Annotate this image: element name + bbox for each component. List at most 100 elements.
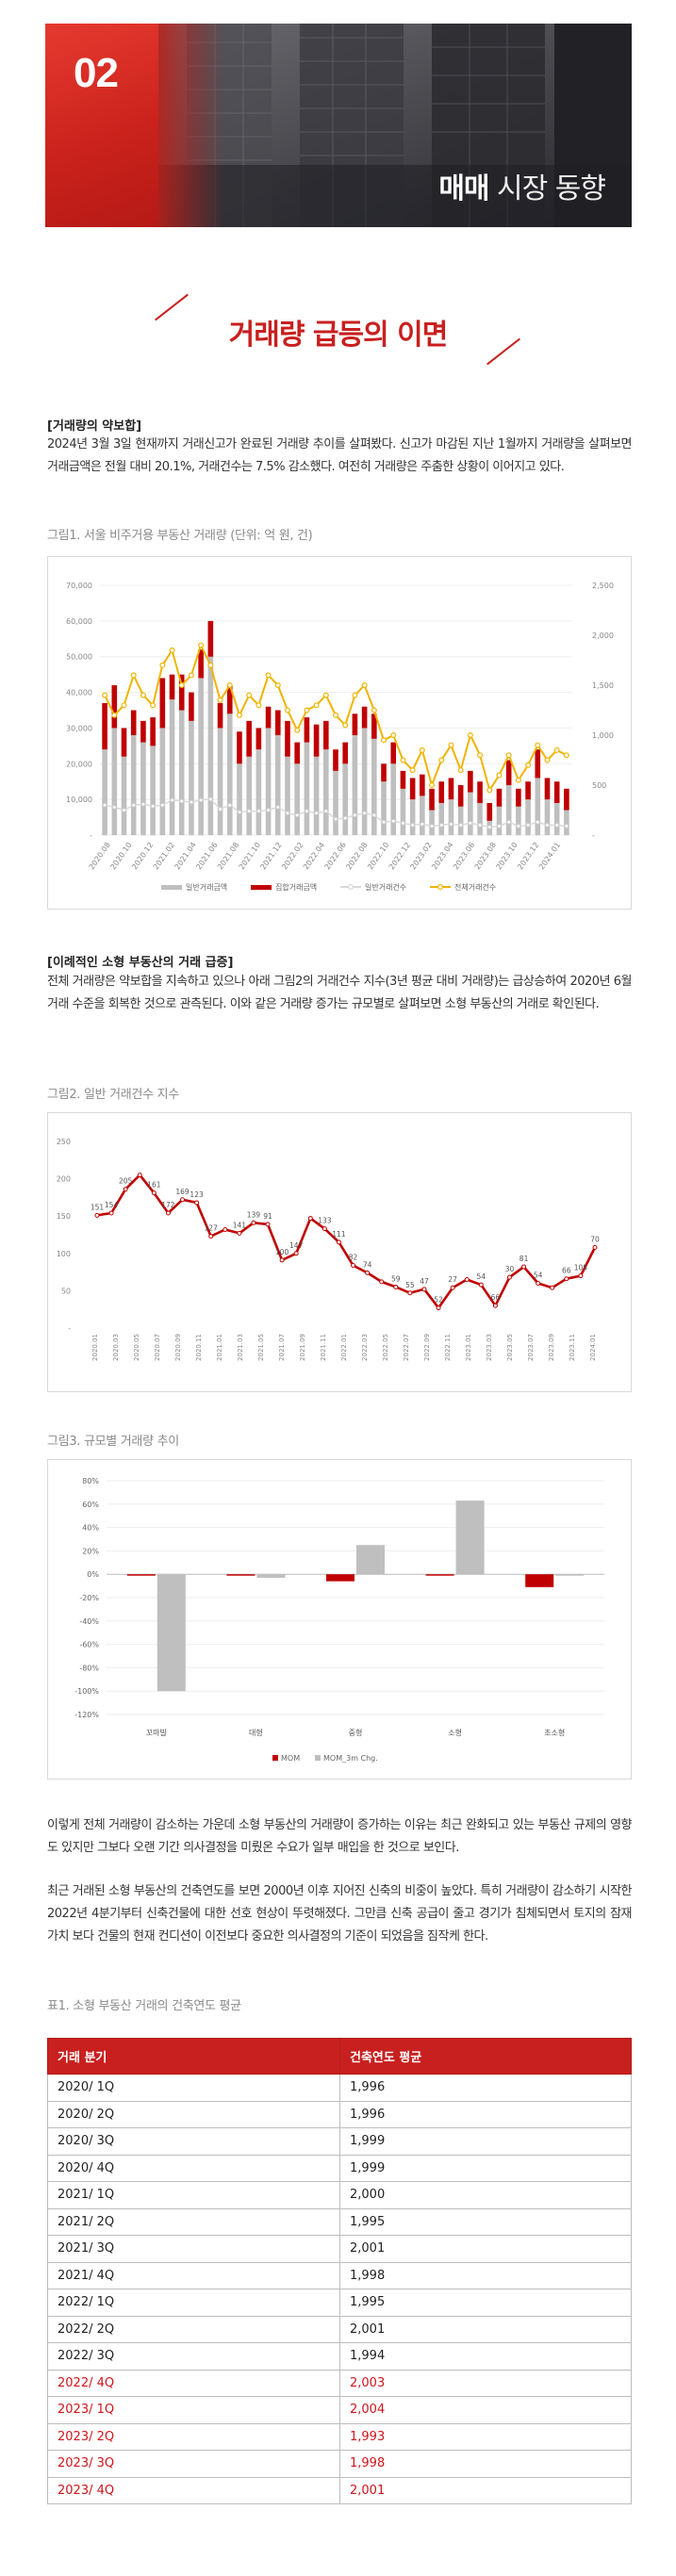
bar-general-amount xyxy=(285,756,290,835)
y-tick-label: 150 xyxy=(57,1212,71,1221)
para2-body: 전체 거래량은 약보합을 지속하고 있으나 아래 그림2의 거래건수 지수(3년… xyxy=(47,975,633,1011)
legend-label: 전체거래건수 xyxy=(454,882,496,892)
x-tick-label: 2020.11 xyxy=(195,1334,203,1361)
bar-mom xyxy=(226,1574,256,1576)
y-tick-label: - xyxy=(68,1324,71,1333)
table-row: 2021/ 2Q 1,995 xyxy=(47,2207,632,2236)
point-total-count xyxy=(169,647,175,653)
y-right-tick-label: - xyxy=(592,831,595,840)
index-point xyxy=(94,1212,100,1218)
cell-avg-year: 1,999 xyxy=(339,2127,632,2156)
point-general-count xyxy=(170,797,174,803)
x-tick-label: 2023.09 xyxy=(548,1334,555,1361)
data-label: 27 xyxy=(448,1275,457,1284)
bar-collective-amount xyxy=(256,728,262,750)
point-total-count xyxy=(352,692,358,698)
bar-general-amount xyxy=(390,763,397,835)
point-general-count xyxy=(362,811,367,815)
figure1-label: 그림1. 서울 비주거용 부동산 거래량 (단위: 억 원, 건) xyxy=(47,529,313,543)
bar-collective-amount xyxy=(544,778,551,800)
point-general-count xyxy=(294,812,300,818)
point-general-count xyxy=(131,802,137,808)
point-total-count xyxy=(371,707,377,714)
point-total-count xyxy=(274,682,281,689)
point-general-count xyxy=(208,796,213,802)
point-general-count xyxy=(246,809,252,813)
point-general-count xyxy=(179,798,185,804)
x-tick-label: 2021.09 xyxy=(299,1334,306,1361)
bar-collective-amount xyxy=(322,720,329,750)
point-total-count xyxy=(246,692,253,698)
x-tick-label: 2021.05 xyxy=(257,1334,265,1361)
index-point xyxy=(307,1216,313,1222)
bar-general-amount xyxy=(304,742,310,835)
index-point xyxy=(592,1244,598,1250)
cell-quarter: 2022/ 4Q xyxy=(47,2369,340,2397)
table-row: 2020/ 1Q 1,996 xyxy=(47,2074,632,2102)
bar-collective-amount xyxy=(371,714,377,739)
y-left-tick-label: - xyxy=(90,831,92,840)
point-total-count xyxy=(390,732,397,739)
section-number: 02 xyxy=(74,50,119,96)
y-tick-label: -40% xyxy=(79,1617,99,1626)
bar-general-amount xyxy=(381,781,387,835)
bar-general-amount xyxy=(468,792,473,835)
point-total-count xyxy=(467,732,473,739)
para1-body: 2024년 3월 3일 현재까지 거래신고가 완료된 거래량 추이를 살펴봤다.… xyxy=(47,437,633,474)
figure2-chart: 250 200 150 100 50 - 151 154 205 161 172 169 123 127 1… xyxy=(47,1112,632,1392)
data-label: 100 xyxy=(275,1248,289,1256)
x-tick-label: 2023.07 xyxy=(527,1334,535,1361)
section-title: 거래량 급등의 이면 xyxy=(228,319,449,352)
bar-collective-amount xyxy=(553,781,560,803)
data-label: 154 xyxy=(105,1201,119,1209)
bar-collective-amount xyxy=(102,702,107,750)
point-total-count xyxy=(429,782,436,789)
bar-collective-amount xyxy=(429,788,435,811)
point-general-count xyxy=(285,811,290,815)
bar-general-amount xyxy=(140,742,146,835)
bar-general-amount xyxy=(516,806,521,835)
index-point xyxy=(265,1222,271,1227)
table-row: 2021/ 3Q 2,001 xyxy=(47,2235,632,2263)
bar-collective-amount xyxy=(130,710,137,735)
table-row: 2023/ 4Q 2,001 xyxy=(47,2476,632,2504)
index-point xyxy=(194,1200,200,1206)
table-header-row: 거래 분기 건축연도 평균 xyxy=(47,2038,632,2075)
point-general-count xyxy=(497,824,502,829)
data-label: 111 xyxy=(332,1230,346,1239)
bar-general-amount xyxy=(429,810,435,835)
legend-swatch xyxy=(251,885,272,890)
point-total-count xyxy=(111,712,118,718)
bar-collective-amount xyxy=(352,714,358,735)
y-tick-label: 40% xyxy=(82,1524,99,1533)
bar-general-amount xyxy=(265,728,272,835)
point-total-count xyxy=(544,757,551,763)
point-general-count xyxy=(198,797,204,803)
bar-general-amount xyxy=(505,785,512,835)
legend-label: 일반거래건수 xyxy=(365,882,406,892)
figure1-svg: 70,000 60,000 50,000 40,000 30,000 20,000 10,0… xyxy=(66,582,614,892)
data-label: 74 xyxy=(363,1260,372,1269)
table-row: 2022/ 4Q 2,003 xyxy=(47,2369,632,2397)
category-label: 소형 xyxy=(448,1729,462,1737)
index-point xyxy=(137,1173,142,1178)
bar-general-amount xyxy=(333,770,338,835)
y-left-tick-label: 70,000 xyxy=(66,582,92,590)
point-total-count xyxy=(505,752,512,759)
point-general-count xyxy=(122,808,126,812)
table-row: 2020/ 2Q 1,996 xyxy=(47,2100,632,2128)
data-label: 141 xyxy=(233,1221,247,1229)
bar-mom xyxy=(525,1574,554,1587)
point-total-count xyxy=(342,722,349,729)
point-general-count xyxy=(160,802,165,808)
x-tick-label: 2020.07 xyxy=(154,1334,161,1361)
x-tick-label: 2024.01 xyxy=(537,841,562,871)
cell-quarter: 2021/ 1Q xyxy=(47,2181,340,2209)
cell-avg-year: 2,001 xyxy=(339,2476,632,2504)
data-label: 66 xyxy=(562,1267,571,1275)
bar-collective-amount xyxy=(226,685,233,714)
index-point xyxy=(436,1305,441,1311)
point-total-count xyxy=(477,752,484,759)
bar-mom xyxy=(326,1574,354,1582)
x-tick-label: 2022.01 xyxy=(340,1334,348,1361)
